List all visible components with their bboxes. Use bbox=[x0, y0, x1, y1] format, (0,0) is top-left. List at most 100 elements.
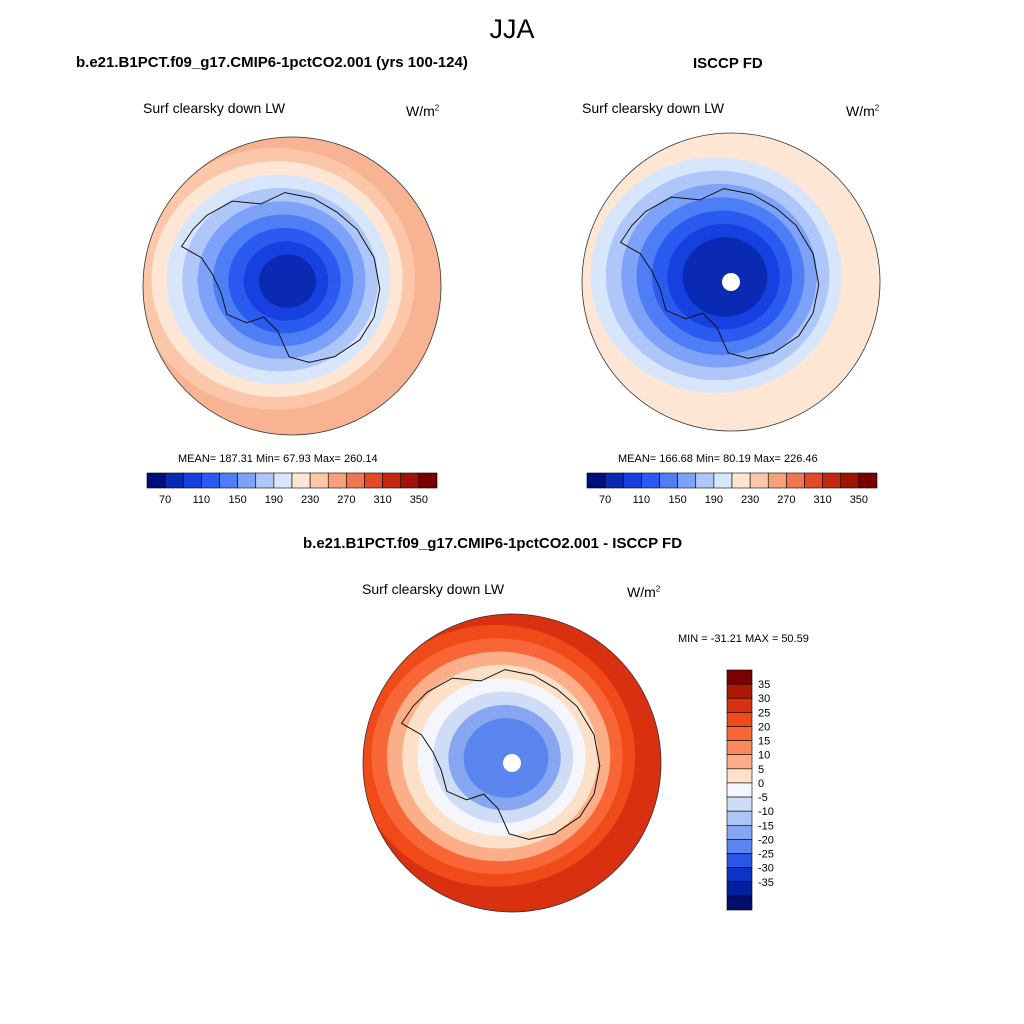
panel-3-title: b.e21.B1PCT.f09_g17.CMIP6-1pctCO2.001 - … bbox=[303, 535, 683, 552]
colorbar-swatch bbox=[164, 472, 184, 489]
panel-1-variable: Surf clearsky down LW bbox=[143, 100, 286, 116]
colorbar-swatch bbox=[726, 683, 753, 699]
colorbar-swatch bbox=[726, 853, 753, 868]
coastline bbox=[400, 669, 601, 840]
colorbar-tick-label: 30 bbox=[758, 693, 770, 705]
colorbar-swatch bbox=[786, 472, 805, 489]
colorbar-tick-label: -15 bbox=[758, 820, 774, 832]
panel-1-units: W/m2 bbox=[406, 103, 440, 119]
map-fill bbox=[143, 137, 441, 435]
map-fill bbox=[582, 133, 880, 431]
colorbar-swatch bbox=[726, 782, 753, 798]
colorbar-tick-label: -25 bbox=[758, 849, 774, 861]
colorbar-swatch bbox=[146, 472, 166, 489]
map-boundary bbox=[581, 132, 881, 432]
colorbar-swatch bbox=[201, 472, 220, 489]
colorbar-swatch bbox=[858, 472, 878, 489]
colorbar-swatch bbox=[237, 472, 257, 489]
colorbar-swatch bbox=[677, 472, 697, 489]
colorbar-swatch bbox=[219, 472, 238, 489]
colorbar-swatch bbox=[604, 472, 624, 489]
colorbar-tick-label: 310 bbox=[373, 494, 391, 506]
colorbar-swatch bbox=[749, 472, 769, 489]
colorbar-swatch bbox=[586, 472, 606, 489]
panel-2-title: ISCCP FD bbox=[693, 55, 763, 72]
colorbar-tick-label: 70 bbox=[599, 494, 611, 506]
colorbar-tick-label: 230 bbox=[741, 494, 759, 506]
colorbar-swatch bbox=[255, 472, 275, 489]
model-colorbar: 70 110 150 190 230 270 310 350 bbox=[146, 472, 438, 506]
colorbar-tick-label: -35 bbox=[758, 877, 774, 889]
colorbar-swatch bbox=[382, 472, 402, 489]
colorbar-tick-label: 10 bbox=[758, 750, 770, 762]
colorbar-swatch bbox=[726, 712, 753, 727]
colorbar-swatch bbox=[695, 472, 715, 489]
colorbar-swatch bbox=[641, 472, 660, 489]
colorbar-tick-label: 350 bbox=[850, 494, 868, 506]
colorbar-swatch bbox=[726, 669, 753, 685]
pole-hole bbox=[722, 273, 740, 291]
panel-3-variable: Surf clearsky down LW bbox=[362, 581, 505, 597]
colorbar-swatch bbox=[418, 472, 438, 489]
colorbar-tick-label: 5 bbox=[758, 764, 764, 776]
colorbar-tick-label: 150 bbox=[668, 494, 686, 506]
obs-polar-map bbox=[581, 132, 881, 432]
colorbar-swatch bbox=[822, 472, 842, 489]
colorbar-tick-label: 270 bbox=[337, 494, 355, 506]
colorbar-tick-label: -5 bbox=[758, 792, 768, 804]
panel-2-stats: MEAN= 166.68 Min= 80.19 Max= 226.46 bbox=[618, 453, 818, 465]
colorbar-tick-label: 350 bbox=[410, 494, 428, 506]
colorbar-swatch bbox=[309, 472, 329, 489]
colorbar-swatch bbox=[346, 472, 365, 489]
colorbar-tick-label: 230 bbox=[301, 494, 319, 506]
panel-2-units: W/m2 bbox=[846, 103, 880, 119]
coastline bbox=[619, 188, 820, 359]
colorbar-swatch bbox=[273, 472, 293, 489]
colorbar-tick-label: 25 bbox=[758, 707, 770, 719]
colorbar-swatch bbox=[731, 472, 751, 489]
coastline bbox=[180, 192, 381, 363]
colorbar-swatch bbox=[713, 472, 733, 489]
colorbar-swatch bbox=[726, 810, 753, 826]
colorbar-tick-label: 110 bbox=[633, 494, 651, 506]
colorbar-swatch bbox=[182, 472, 202, 489]
colorbar-swatch bbox=[622, 472, 642, 489]
colorbar-tick-label: -20 bbox=[758, 834, 774, 846]
panel-3-stats: MIN = -31.21 MAX = 50.59 bbox=[678, 633, 809, 645]
colorbar-swatch bbox=[726, 881, 753, 897]
colorbar-swatch bbox=[726, 697, 753, 713]
panel-3-units: W/m2 bbox=[627, 584, 661, 600]
colorbar-swatch bbox=[767, 472, 787, 489]
colorbar-swatch bbox=[726, 867, 753, 883]
panel-1-title: b.e21.B1PCT.f09_g17.CMIP6-1pctCO2.001 (y… bbox=[76, 54, 468, 71]
map-fill bbox=[363, 614, 661, 912]
model-polar-map bbox=[142, 136, 442, 436]
colorbar-tick-label: 0 bbox=[758, 778, 764, 790]
colorbar-swatch bbox=[726, 740, 753, 756]
colorbar-tick-label: -10 bbox=[758, 806, 774, 818]
colorbar-swatch bbox=[364, 472, 383, 489]
colorbar-swatch bbox=[804, 472, 823, 489]
panel-2-variable: Surf clearsky down LW bbox=[582, 100, 725, 116]
colorbar-swatch bbox=[726, 796, 753, 812]
colorbar-swatch bbox=[327, 472, 347, 489]
obs-colorbar: 70 110 150 190 230 270 310 350 bbox=[586, 472, 878, 506]
colorbar-swatch bbox=[726, 768, 753, 784]
colorbar-tick-label: -30 bbox=[758, 863, 774, 875]
colorbar-tick-label: 35 bbox=[758, 679, 770, 691]
colorbar-tick-label: 190 bbox=[705, 494, 723, 506]
pole-hole bbox=[503, 754, 521, 772]
colorbar-swatch bbox=[291, 472, 311, 489]
colorbar-swatch bbox=[726, 824, 753, 840]
season-title: JJA bbox=[489, 14, 535, 44]
colorbar-swatch bbox=[659, 472, 678, 489]
colorbar-tick-label: 310 bbox=[813, 494, 831, 506]
colorbar-tick-label: 20 bbox=[758, 721, 770, 733]
map-boundary bbox=[362, 613, 662, 913]
colorbar-swatch bbox=[840, 472, 860, 489]
colorbar-tick-label: 150 bbox=[228, 494, 246, 506]
colorbar-tick-label: 190 bbox=[265, 494, 283, 506]
panel-1-stats: MEAN= 187.31 Min= 67.93 Max= 260.14 bbox=[178, 453, 378, 465]
colorbar-tick-label: 270 bbox=[777, 494, 795, 506]
